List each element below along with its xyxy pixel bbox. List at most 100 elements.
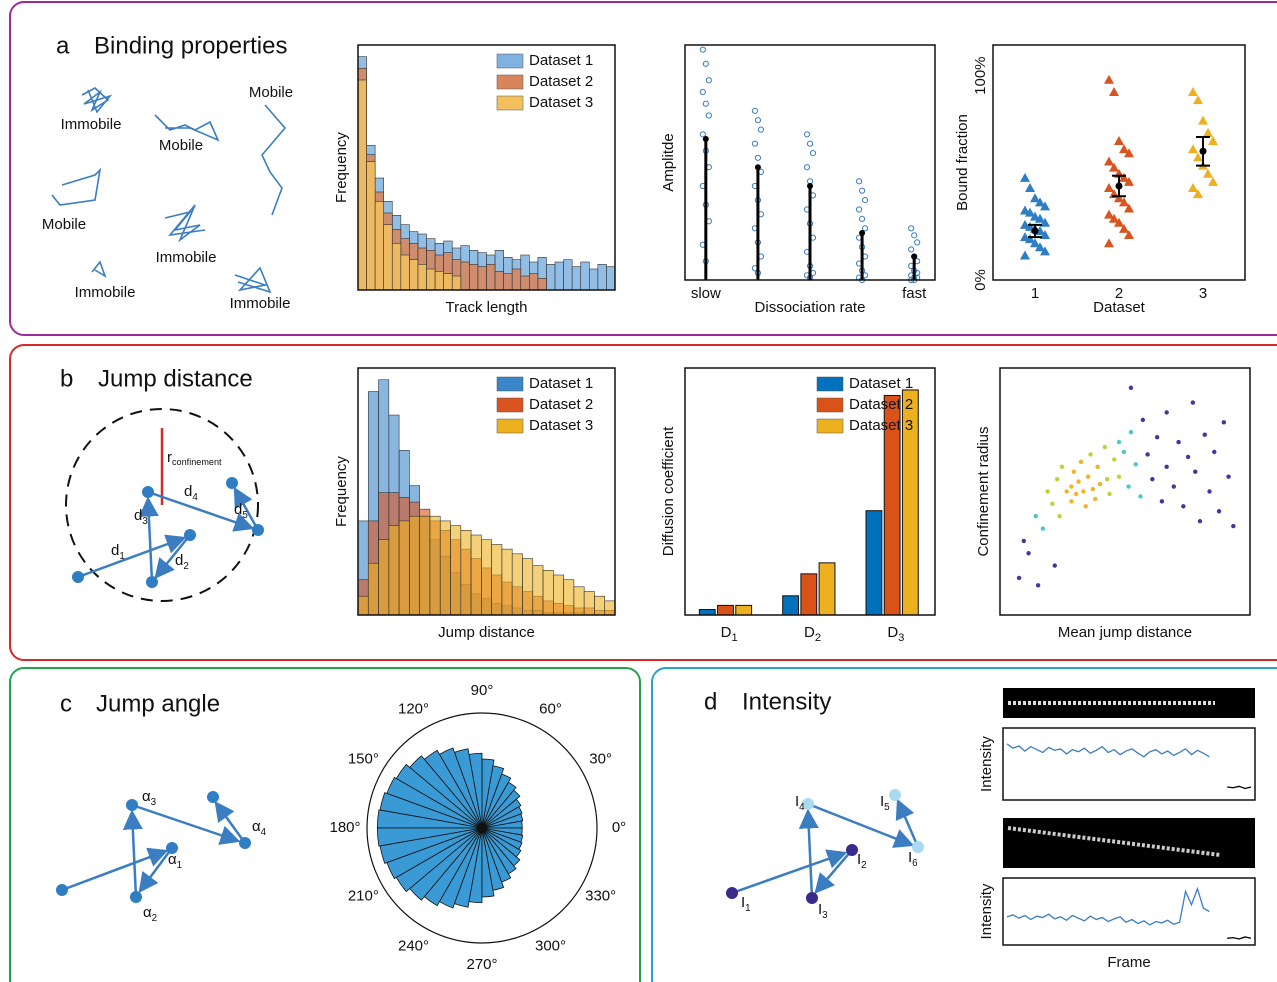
histogram-bar [598,264,607,290]
histogram-bar [581,262,590,290]
data-point [1022,539,1026,543]
data-point [1226,474,1230,478]
x-axis-label: Dataset [1093,299,1146,316]
point-label-sub: 4 [799,802,805,813]
point-label: I4 [795,793,805,813]
panel-title: Intensity [742,688,831,715]
legend-swatch [497,398,523,412]
data-point [909,226,914,231]
angle-tick-label: 270° [466,956,497,973]
data-point [1050,502,1054,506]
histogram-bar [384,225,393,290]
trajectory-label: Immobile [61,116,122,133]
data-point [859,188,864,193]
data-point [1026,551,1030,555]
data-point [1093,497,1097,501]
histogram-bar [504,274,513,290]
x-tick-label-sub: 3 [898,632,904,644]
distance-label-sub: 1 [119,551,124,562]
data-point [1017,576,1021,580]
histogram-bar [594,596,604,615]
point-label: I5 [880,793,890,813]
data-point [755,155,760,160]
data-point [752,141,757,146]
data-point [1045,489,1049,493]
data-point [1105,477,1109,481]
radius-label: rconfinement [167,449,222,467]
data-point [700,89,705,94]
histogram-bar [358,80,367,290]
x-tick-label-sub: 1 [732,632,738,644]
data-point [1126,484,1130,488]
x-tick-label: D3 [887,624,904,644]
data-point [856,207,861,212]
trace-line [1007,744,1209,757]
axes-frame [993,45,1245,280]
data-point [1191,400,1195,404]
data-point [1203,169,1213,178]
x-tick-label: D1 [721,624,738,644]
point-label-sub: 6 [912,858,918,869]
histogram-bar [512,269,521,290]
data-point [1088,452,1092,456]
data-point [706,113,711,118]
y-tick-label: 0% [972,269,989,291]
histogram-bar [555,262,564,290]
data-point [1095,465,1099,469]
data-point [1081,489,1085,493]
legend-label: Dataset 2 [529,73,593,90]
distance-label-base: d [234,501,242,518]
data-point [1129,430,1133,434]
panel-letter: d [704,688,717,715]
data-point [1112,457,1116,461]
data-point [703,101,708,106]
x-tick-label-base: D [721,624,732,641]
legend-swatch [817,377,843,391]
data-point [1117,474,1121,478]
data-point [1134,462,1138,466]
data-point [804,165,809,170]
data-point [1020,250,1030,259]
histogram-bar [471,535,481,615]
y-axis-label: Intensity [978,883,995,939]
bar [699,610,715,615]
data-point [1155,435,1159,439]
data-point [1198,519,1202,523]
trajectory-label: Mobile [42,216,86,233]
data-point [1076,479,1080,483]
y-axis-label: Amplitde [660,133,677,191]
angle-tick-label: 150° [348,750,379,767]
data-point [1188,183,1198,192]
legend-label: Dataset 1 [849,375,913,392]
data-point [1212,450,1216,454]
histogram-bar [420,516,430,615]
legend-label: Dataset 1 [529,375,593,392]
x-tick-label: D2 [804,624,821,644]
histogram-bar [469,264,478,290]
angle-tick-label: 210° [348,887,379,904]
distance-label-base: d [111,542,119,559]
data-point [1103,445,1107,449]
angle-diagram [56,791,251,903]
trajectory-label: Mobile [249,84,293,101]
x-tick-label: fast [902,285,927,302]
x-axis-label: Track length [446,299,528,316]
data-point [1104,156,1114,165]
angle-label-base: α [143,904,152,921]
bar [801,574,817,615]
legend-label: Dataset 3 [849,417,913,434]
data-point [1222,420,1226,424]
bar [736,605,752,615]
point-label-sub: 5 [884,802,890,813]
kymographs [1003,688,1255,868]
x-tick-label: 1 [1031,285,1039,302]
histogram-bar [418,264,427,290]
angle-tick-label: 330° [585,887,616,904]
histogram-bar [502,549,512,615]
legend-swatch [497,96,523,110]
bar [866,511,882,615]
angle-tick-label: 300° [535,938,566,955]
data-point [758,127,763,132]
data-point [1141,418,1145,422]
histogram-bar [574,587,584,615]
